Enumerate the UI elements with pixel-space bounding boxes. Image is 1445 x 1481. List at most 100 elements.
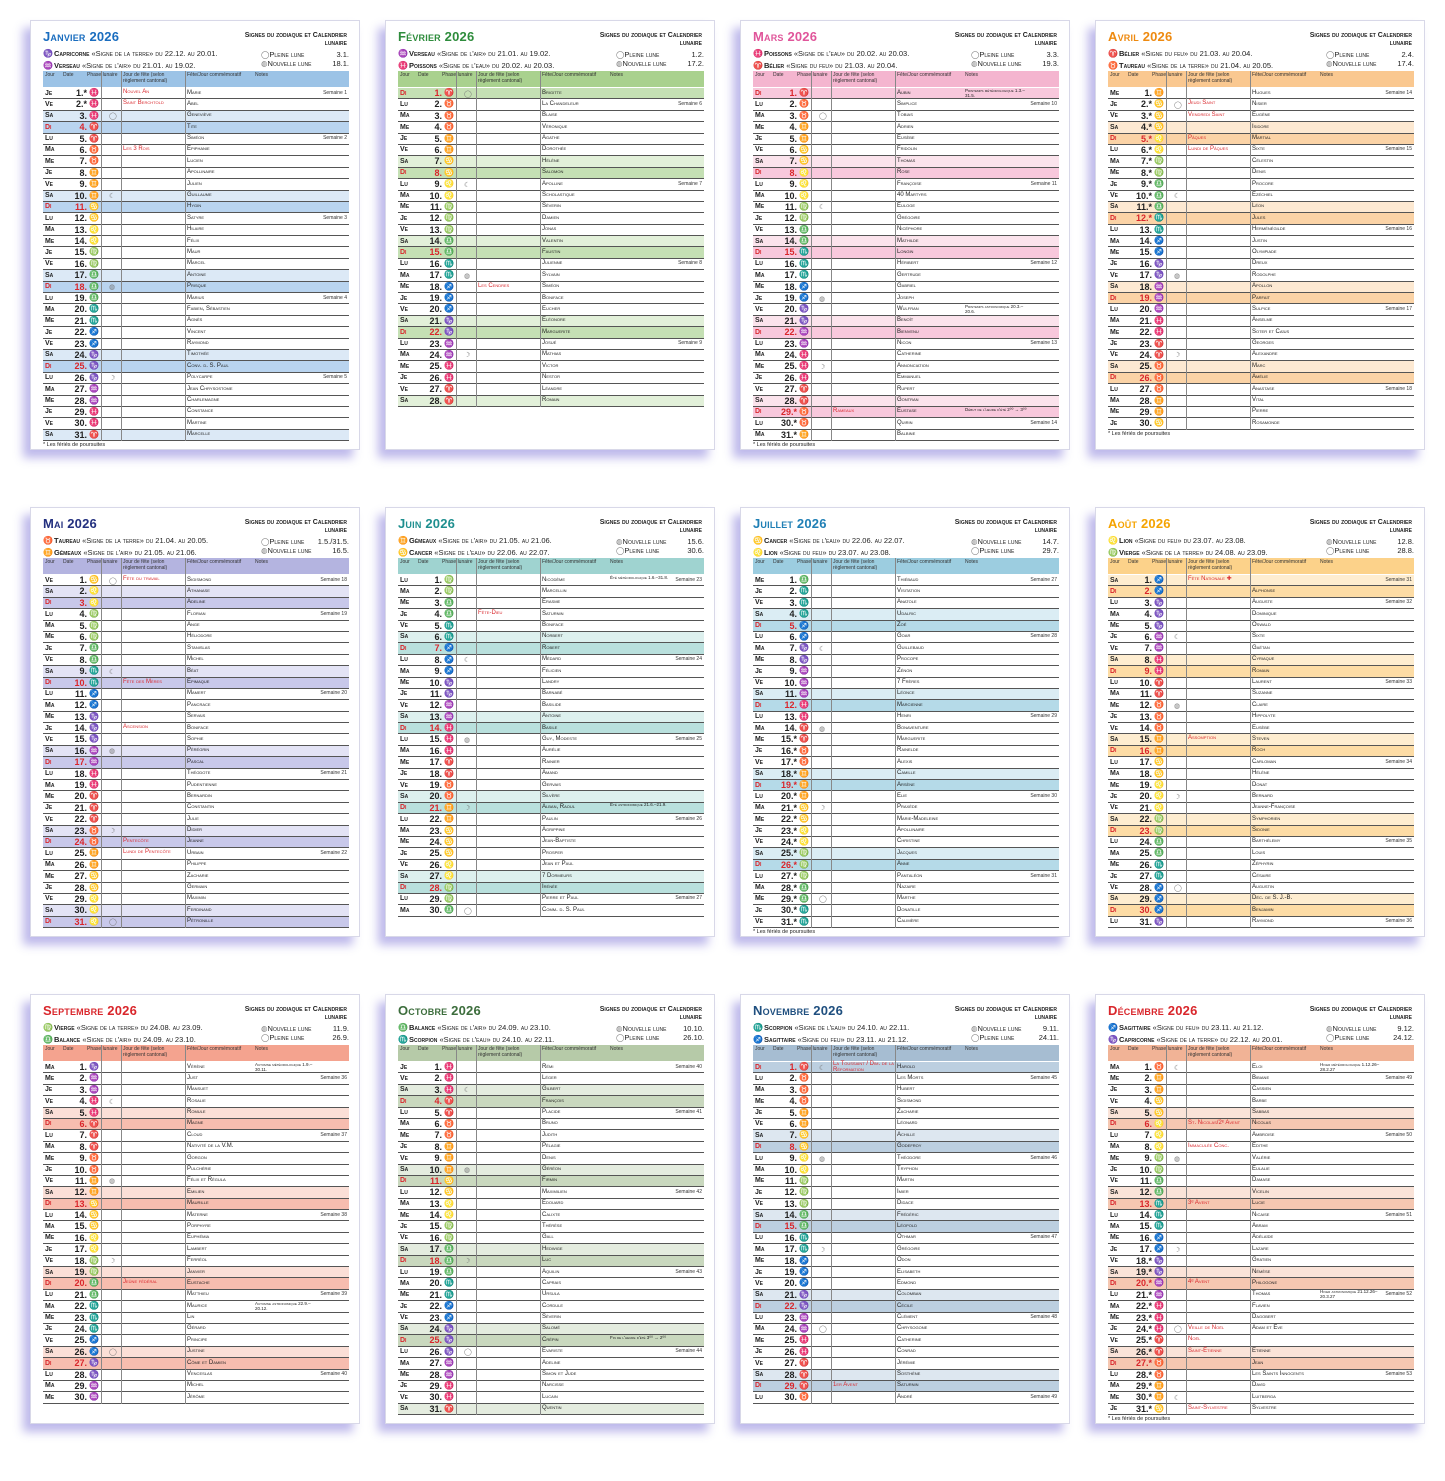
weekday: Sa	[1110, 123, 1119, 131]
day-row: Di 29.* ♉ Rameaux Eustase Début de l'heure d'…	[753, 406, 1059, 419]
date: 30.*	[780, 418, 797, 429]
weekday: Lu	[400, 260, 408, 268]
day-row: Je 9. ♒ Zénon	[753, 666, 1059, 678]
footnote: * Les fériés de poursuites	[753, 929, 816, 936]
date: 11.	[74, 1175, 87, 1186]
zodiac-sign-icon: ♍	[799, 871, 809, 881]
zodiac-sign-icon: ♋	[89, 213, 99, 223]
column-header-holiday: Jour de fête (selon règlement cantonal)	[1188, 1046, 1233, 1058]
saint-name: Vital	[1252, 397, 1265, 404]
week-number: Semaine 19	[320, 610, 347, 617]
day-row: Ve 2. ♓ Léger	[398, 1073, 704, 1085]
day-rows: Je 1. ♓ Rémi Semaine 40 Ve 2. ♓ Léger Sa 3. ♓ ☾ Gilbe…	[398, 1062, 704, 1416]
date: 16.	[1139, 1232, 1152, 1243]
day-row: Lu 20. ♒ Sulpice Semaine 17	[1108, 304, 1414, 316]
zodiac-sign-icon: ♎	[444, 1244, 454, 1254]
weekday: Ma	[45, 701, 55, 709]
date: 11.	[429, 688, 442, 699]
saint-name: Chrysogone	[897, 1325, 928, 1332]
date: 20.*	[780, 791, 797, 802]
zodiac-sign-icon: ♏	[799, 1232, 809, 1242]
week-number: Semaine 50	[1385, 1131, 1412, 1138]
day-row: Di 21. ♊ ☽ Alban, Raoul Été astronomique 21.6…	[398, 803, 704, 815]
date: 31.	[429, 1403, 442, 1414]
weekday: Lu	[755, 1154, 763, 1162]
date: 14.	[784, 236, 797, 247]
zodiac-sign-icon: ♍	[444, 201, 454, 211]
weekday: Me	[45, 1393, 55, 1401]
zodiac-sign-icon: ♌	[799, 825, 809, 835]
weekday: Di	[45, 1279, 52, 1287]
day-row: Lu 23. ♒ Josué Semaine 9	[398, 339, 704, 350]
note: Début de l'heure d'été 2⁰⁰ → 3⁰⁰	[965, 406, 1027, 412]
date: 6.	[1144, 1118, 1152, 1129]
saint-name: Flavien	[1252, 1302, 1270, 1309]
moon-label: Nouvelle lune	[977, 1024, 1022, 1033]
zodiac-sign-icon: ♎	[89, 293, 99, 303]
weekday: Je	[45, 248, 53, 256]
zodiac-sign-icon: ♋	[89, 201, 99, 211]
column-header-day: Jour	[755, 72, 765, 78]
weekday: Ve	[1110, 1257, 1119, 1265]
saint-name: Boniface	[542, 622, 564, 629]
day-row: Ma 15. ♏ Abram	[1108, 1221, 1414, 1233]
weekday: Sa	[45, 271, 54, 279]
column-header-saint: Fête/Jour commémoratif	[542, 1046, 597, 1052]
zodiac-sign-icon: ♋	[89, 1198, 99, 1208]
column-divider	[476, 71, 477, 408]
saint-name: Apollon	[1252, 283, 1273, 290]
moon-label: Nouvelle lune	[1332, 537, 1377, 546]
saint-name: Pélagie	[542, 1143, 561, 1150]
saint-name: Jeanne	[187, 838, 204, 845]
full-moon-icon: ◯	[1326, 50, 1335, 59]
weekday: Lu	[45, 1131, 53, 1139]
zodiac-sign-icon: ♓	[799, 1346, 809, 1356]
weekday: Ve	[755, 1120, 764, 1128]
day-row: Lu 9. ♌ ☾ Apolline Semaine 7	[398, 179, 704, 191]
column-header-day: Jour	[400, 559, 410, 565]
week-number: Semaine 15	[1385, 146, 1412, 153]
column-divider	[476, 1045, 477, 1416]
new-moon-icon: ◍	[616, 59, 623, 68]
zodiac-sign-icon: ♈	[799, 1358, 809, 1368]
saint-name: Nicéphore	[897, 226, 923, 233]
zodiac-sign-icon: ♎	[799, 236, 809, 246]
column-header-day: Jour	[45, 72, 55, 78]
weekday: Me	[755, 735, 765, 743]
zodiac-sign-icon: ♒	[1154, 304, 1164, 314]
zodiac-sign-icon: ♍	[444, 882, 454, 892]
date: 31.	[1139, 916, 1152, 927]
column-header-notes: Notes	[255, 559, 269, 565]
date: 28.	[74, 882, 87, 893]
saint-name: Barbe	[1252, 1097, 1267, 1104]
weekday: Sa	[755, 770, 764, 778]
weekday: Ma	[45, 385, 55, 393]
day-row: Di 20. ♎ Jeûne fédéral Eustache	[43, 1278, 349, 1290]
zodiac-sign-icon: ♈	[1154, 349, 1164, 359]
saint-name: Udalric	[897, 610, 917, 617]
date: 20.	[429, 304, 442, 315]
zodiac-name: Gémeaux	[409, 536, 437, 545]
date: 16.	[74, 1232, 87, 1243]
zodiac-name: Capricorne	[1119, 1035, 1155, 1044]
day-row: Ma 24. ♓ Catherine	[753, 350, 1059, 362]
zodiac-sign-icon: ♍	[444, 575, 454, 584]
column-header-day: Jour	[755, 1046, 765, 1052]
zodiac-sign-icon: ♊	[1154, 1073, 1164, 1083]
date: 22.	[429, 1301, 442, 1312]
zodiac-sign-icon: ♑	[89, 372, 99, 382]
saint-name: Simplice	[897, 100, 918, 107]
day-row: Sa 3. ♓ ◯ Geneviève	[43, 110, 349, 123]
day-row: Je 24.* ♓ ◯ Veille de Noël Adam et Eve	[1108, 1324, 1414, 1336]
zodiac-sign-icon: ♒	[43, 61, 53, 70]
date: 24.	[1139, 836, 1152, 847]
date: 9.	[79, 179, 87, 190]
weekday: Ma	[400, 351, 410, 359]
zodiac-sign-icon: ♑	[1154, 1255, 1164, 1265]
date: 13.	[1139, 1198, 1152, 1209]
day-row: Me 22. ♓ Soter et Caïus	[1108, 327, 1414, 339]
weekday: Je	[45, 408, 53, 416]
zodiac-sign-icon: ♒	[444, 349, 454, 359]
zodiac-sign-icon: ♍	[89, 620, 99, 630]
weekday: Lu	[45, 849, 53, 857]
